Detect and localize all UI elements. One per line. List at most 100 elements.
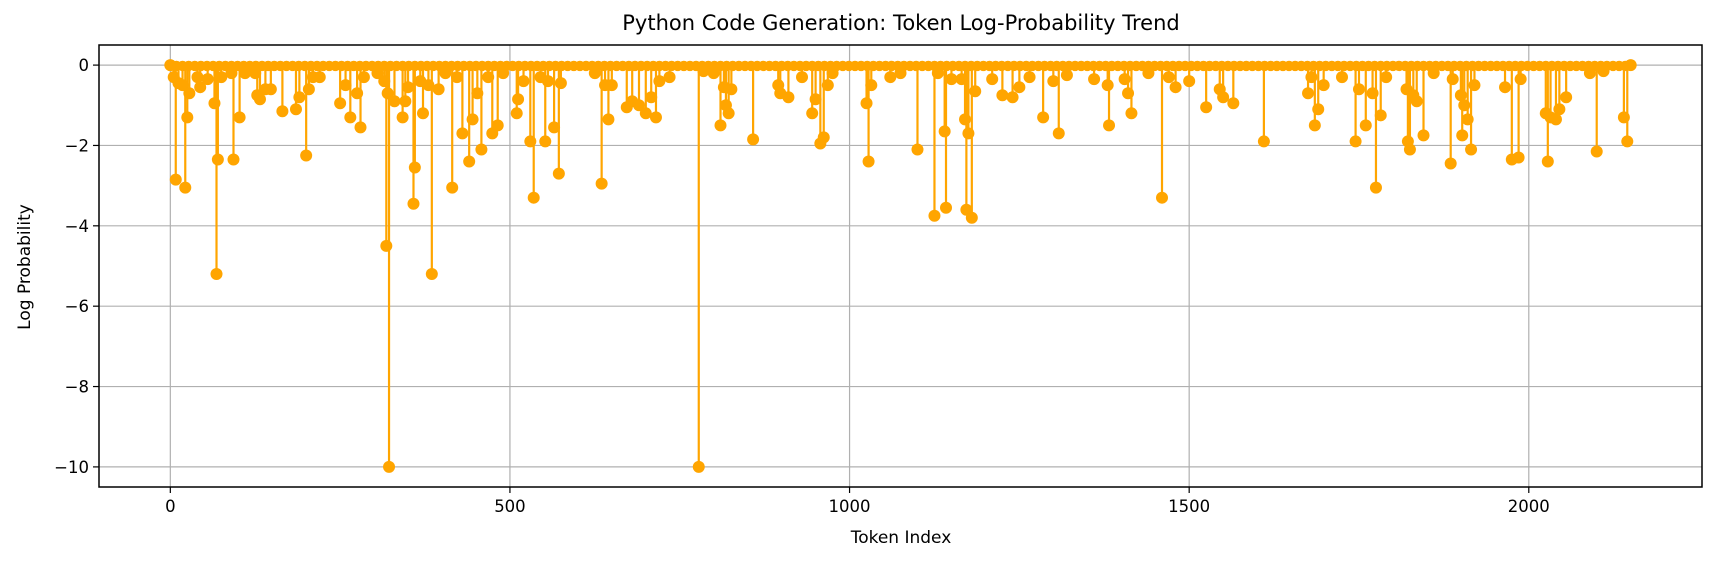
data-point <box>928 209 941 222</box>
data-point <box>1541 155 1554 168</box>
data-point <box>1317 79 1330 92</box>
data-point <box>344 111 357 124</box>
data-point <box>183 87 196 100</box>
data-point <box>482 71 495 84</box>
data-point <box>396 111 409 124</box>
data-point <box>1514 73 1527 86</box>
data-point <box>1217 91 1230 104</box>
data-point <box>491 119 504 132</box>
data-point <box>1597 65 1610 78</box>
data-point <box>707 67 720 80</box>
data-point <box>524 135 537 148</box>
data-point <box>1512 151 1525 164</box>
data-point <box>1410 95 1423 108</box>
y-tick-label: −10 <box>54 458 89 477</box>
data-point <box>725 83 738 96</box>
data-point <box>512 93 525 106</box>
data-point <box>276 105 289 118</box>
data-point <box>164 59 177 72</box>
data-point <box>1200 101 1213 114</box>
data-point <box>357 71 370 84</box>
data-point <box>432 83 445 96</box>
data-point <box>1458 99 1471 112</box>
data-point <box>439 67 452 80</box>
data-point <box>351 87 364 100</box>
data-point <box>446 181 459 194</box>
data-point <box>1590 145 1603 158</box>
data-point <box>1624 59 1637 72</box>
data-point <box>1013 81 1026 94</box>
data-point <box>1103 119 1116 132</box>
data-point <box>1444 157 1457 170</box>
x-tick-label: 2000 <box>1508 497 1550 516</box>
data-point <box>215 71 228 84</box>
data-point <box>1553 103 1566 116</box>
data-point <box>383 460 396 473</box>
data-point <box>996 89 1009 102</box>
data-point <box>450 71 463 84</box>
data-point <box>339 79 352 92</box>
data-point <box>1621 135 1634 148</box>
data-point <box>179 181 192 194</box>
data-point <box>1308 119 1321 132</box>
plot-frame <box>98 44 1703 488</box>
data-point <box>456 127 469 140</box>
data-point <box>302 83 315 96</box>
data-point <box>1023 71 1036 84</box>
data-point <box>714 119 727 132</box>
chart-title: Python Code Generation: Token Log-Probab… <box>622 11 1179 35</box>
data-point <box>1454 89 1467 102</box>
data-point <box>969 85 982 98</box>
data-point <box>865 79 878 92</box>
data-point <box>1037 111 1050 124</box>
data-point <box>1006 91 1019 104</box>
data-point <box>233 111 246 124</box>
data-point <box>1369 181 1382 194</box>
data-point <box>817 131 830 144</box>
data-point <box>1060 69 1073 82</box>
data-point <box>632 99 645 112</box>
data-point <box>1169 81 1182 94</box>
data-point <box>747 133 760 146</box>
data-point <box>1583 67 1596 80</box>
data-point <box>884 71 897 84</box>
data-point <box>1465 143 1478 156</box>
data-point <box>1461 113 1474 126</box>
data-point <box>965 211 978 224</box>
data-point <box>986 73 999 86</box>
data-point <box>1125 107 1138 120</box>
data-point <box>860 97 873 110</box>
data-point <box>1156 191 1169 204</box>
data-point <box>1349 135 1362 148</box>
data-point <box>1047 75 1060 88</box>
data-point <box>463 155 476 168</box>
data-point <box>588 67 601 80</box>
data-point <box>1380 71 1393 84</box>
data-point <box>1366 87 1379 100</box>
data-point <box>227 153 240 166</box>
data-point <box>938 125 951 138</box>
data-point <box>692 460 705 473</box>
data-point <box>1359 119 1372 132</box>
data-point <box>1560 91 1573 104</box>
data-point <box>911 143 924 156</box>
data-point <box>210 268 223 281</box>
data-point <box>1227 97 1240 110</box>
data-point <box>639 107 652 120</box>
data-point <box>821 79 834 92</box>
data-point <box>253 93 266 106</box>
data-point <box>225 67 238 80</box>
data-point <box>239 67 252 80</box>
data-point <box>181 111 194 124</box>
x-tick-label: 0 <box>165 497 176 516</box>
data-point <box>1427 67 1440 80</box>
data-point <box>806 107 819 120</box>
data-point <box>722 107 735 120</box>
data-point <box>201 73 214 86</box>
data-point <box>176 79 189 92</box>
data-point <box>211 153 224 166</box>
data-point <box>940 201 953 214</box>
data-point <box>471 87 484 100</box>
data-point <box>959 113 972 126</box>
data-point <box>422 79 435 92</box>
